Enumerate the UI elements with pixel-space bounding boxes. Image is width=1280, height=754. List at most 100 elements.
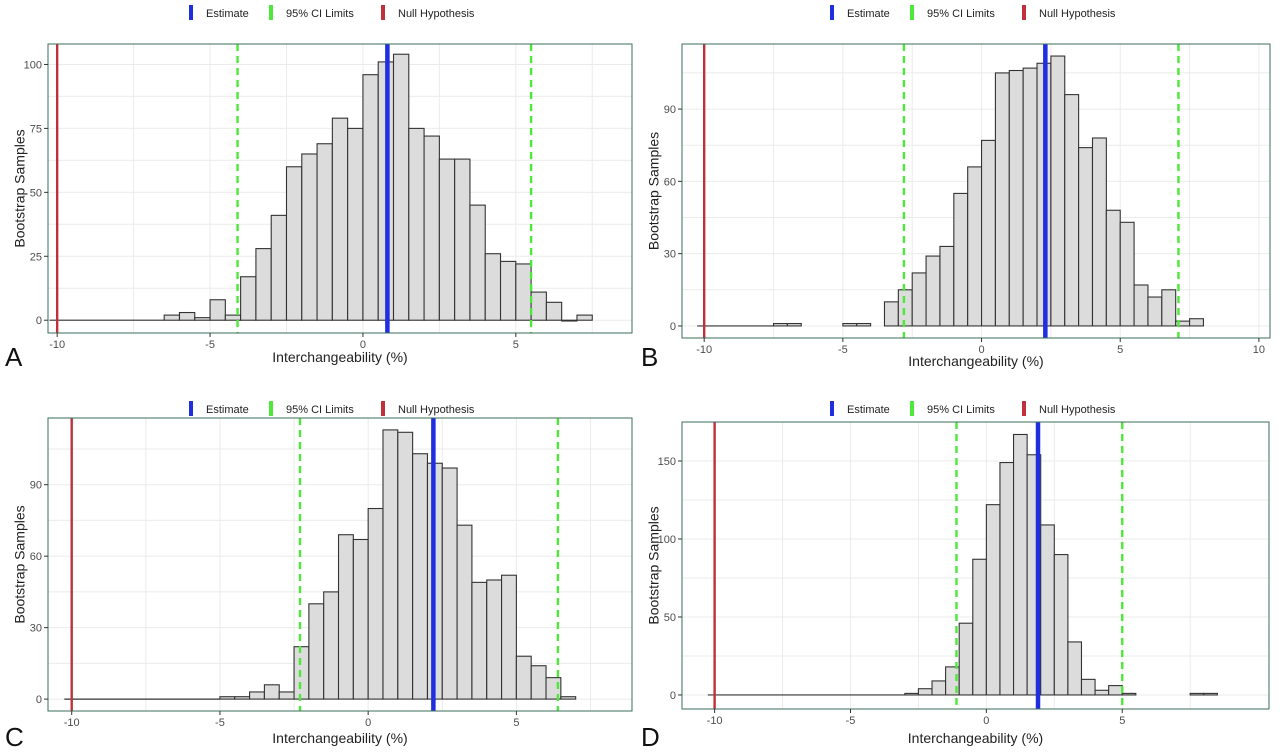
- histogram-bar: [1012, 433, 1028, 696]
- y-tick-label: 30: [664, 249, 676, 261]
- plot-border: [681, 43, 1271, 339]
- histogram-bar: [471, 581, 488, 700]
- histogram-bar: [301, 153, 318, 321]
- histogram-bar: [1189, 318, 1204, 327]
- histogram-bar: [347, 127, 364, 321]
- x-tick-label: 5: [513, 339, 519, 351]
- plot-border: [681, 421, 1270, 710]
- legend-label: 95% CI Limits: [286, 8, 354, 20]
- legend-swatch: [830, 5, 834, 20]
- x-axis-title: Interchangeability (%): [272, 349, 407, 365]
- legend-swatch: [1022, 5, 1026, 20]
- y-tick-label: 0: [670, 690, 676, 702]
- legend-label: Estimate: [206, 8, 249, 20]
- legend-label: 95% CI Limits: [927, 404, 995, 416]
- histogram-bar: [263, 684, 280, 700]
- panel-label: D: [641, 722, 660, 752]
- histogram-bar: [1133, 284, 1149, 327]
- histogram-bar: [219, 696, 236, 700]
- x-tick-label: -10: [696, 344, 712, 356]
- y-axis-title: Bootstrap Samples: [11, 505, 27, 623]
- histogram-bar: [308, 603, 325, 700]
- y-tick-label: 75: [30, 123, 42, 135]
- panel-label: A: [5, 342, 23, 372]
- histogram-bar: [1121, 692, 1137, 696]
- histogram-bar: [576, 314, 593, 321]
- x-tick-label: -10: [64, 717, 80, 729]
- x-tick-label: -5: [205, 339, 215, 351]
- histogram-bar: [331, 117, 349, 321]
- histogram-bar: [501, 574, 517, 700]
- histogram-bar: [1064, 94, 1080, 327]
- legend-swatch: [910, 401, 914, 416]
- legend-label: 95% CI Limits: [927, 8, 995, 20]
- histogram-bar: [897, 289, 913, 327]
- y-tick-label: 25: [30, 251, 42, 263]
- legend-swatch: [269, 401, 273, 416]
- y-tick-label: 150: [658, 456, 676, 468]
- x-tick-label: -5: [846, 715, 856, 727]
- histogram-bar: [234, 696, 251, 700]
- histogram-bar: [441, 467, 458, 700]
- histogram-bar: [561, 319, 578, 322]
- panel-label: C: [5, 722, 24, 752]
- histogram-bar: [249, 691, 265, 700]
- histogram-c: -10 -5 0 5 0 30 60 90 Interchangeability (%) Boot…: [11, 401, 633, 746]
- histogram-bar: [1161, 289, 1177, 327]
- histogram-bar: [484, 253, 502, 321]
- x-tick-label: 0: [365, 717, 371, 729]
- y-axis-title: Bootstrap Samples: [645, 506, 661, 624]
- y-tick-label: 30: [30, 623, 42, 635]
- y-tick-label: 60: [664, 176, 676, 188]
- x-tick-label: 5: [1117, 344, 1123, 356]
- legend-swatch: [1022, 401, 1026, 416]
- histogram-bar: [530, 665, 547, 700]
- histogram-bar: [1108, 685, 1123, 696]
- histogram-bar: [1053, 554, 1069, 696]
- histogram-bar: [1067, 641, 1083, 696]
- panel-b: -10 -5 0 5 10 0 30 60 90 Interchangeability (%) Bo…: [640, 0, 1280, 377]
- histogram-bar: [842, 322, 858, 327]
- histogram-bar: [240, 276, 257, 321]
- y-tick-label: 100: [658, 534, 676, 546]
- histogram-bar: [1147, 296, 1163, 327]
- x-tick-label: -5: [838, 344, 848, 356]
- legend-label: Null Hypothesis: [398, 404, 475, 416]
- y-tick-label: 50: [664, 612, 676, 624]
- panel-d: -10 -5 0 5 0 50 100 150 Interchangeability (%) Bo…: [640, 377, 1280, 754]
- histogram-bar: [454, 158, 471, 321]
- legend-label: 95% CI Limits: [286, 404, 354, 416]
- histogram-bar: [939, 245, 955, 327]
- histogram-bar: [772, 322, 788, 327]
- histogram-bar: [856, 322, 872, 327]
- y-axis-title: Bootstrap Samples: [645, 132, 661, 250]
- histogram-bar: [1091, 137, 1107, 327]
- y-axis-title: Bootstrap Samples: [11, 129, 27, 247]
- histogram-bar: [1022, 67, 1038, 327]
- legend-swatch: [910, 5, 914, 20]
- histogram-bar: [1050, 55, 1066, 327]
- histogram-bar: [270, 214, 288, 321]
- histogram-bar: [412, 453, 429, 700]
- x-tick-label: -10: [49, 339, 65, 351]
- histogram-bar: [469, 204, 486, 321]
- histogram-bar: [224, 314, 242, 321]
- histogram-bar: [1094, 689, 1110, 696]
- x-axis-title: Interchangeability (%): [908, 353, 1043, 369]
- histogram-bar: [285, 166, 303, 321]
- histogram-bar: [382, 429, 399, 700]
- legend-label: Estimate: [206, 404, 249, 416]
- x-tick-label: 5: [1119, 715, 1125, 727]
- histogram-bar: [408, 127, 425, 321]
- x-tick-label: 5: [513, 717, 519, 729]
- histogram-bar: [999, 462, 1015, 696]
- histogram-bar: [209, 299, 226, 321]
- x-tick-label: 0: [360, 339, 366, 351]
- plot-border: [47, 43, 633, 334]
- legend-swatch: [189, 5, 193, 20]
- panel-c: -10 -5 0 5 0 30 60 90 Interchangeability (%) Boot…: [0, 377, 640, 754]
- histogram-bar: [545, 301, 563, 321]
- histogram-b: -10 -5 0 5 10 0 30 60 90 Interchangeability (%) Bo…: [645, 5, 1271, 369]
- histogram-bar: [953, 192, 969, 327]
